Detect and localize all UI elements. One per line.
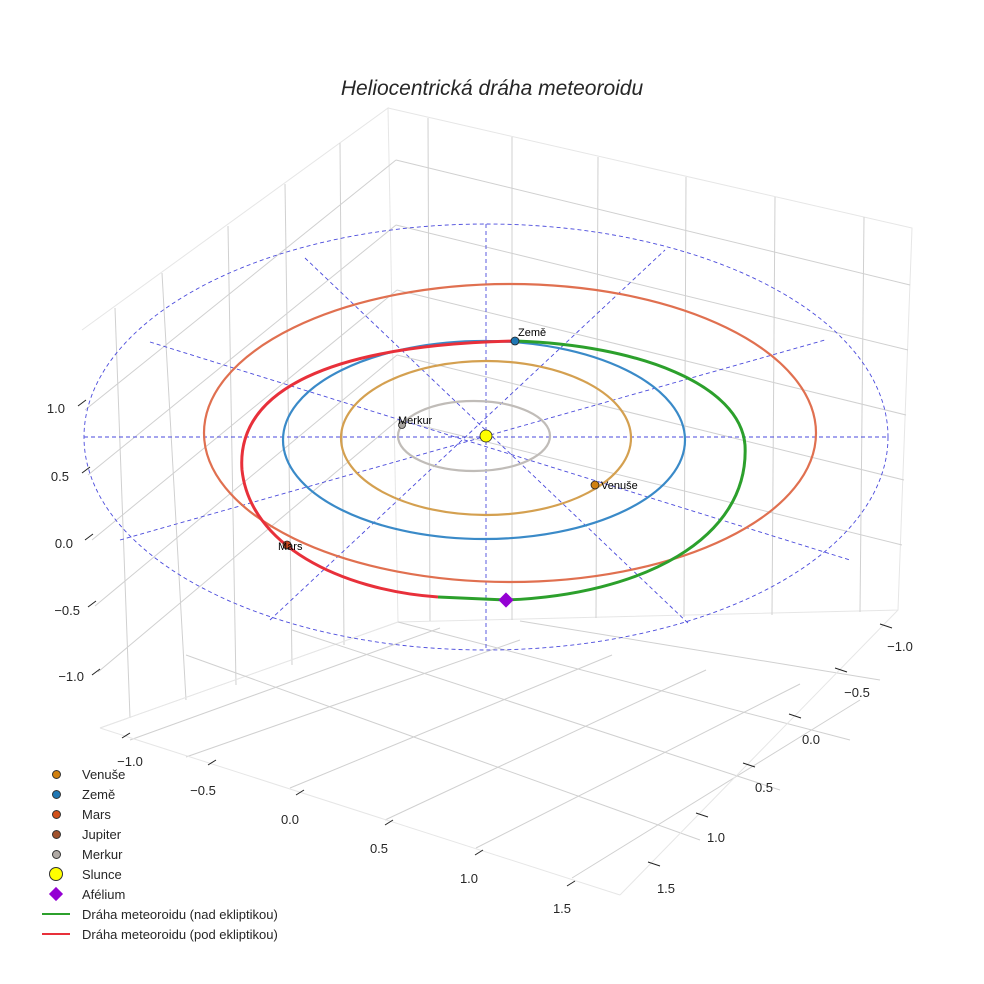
label-merkur: Merkur: [398, 415, 433, 427]
z-tick: 0.5: [51, 469, 69, 484]
sun: [479, 429, 493, 443]
zeme-marker-icon: [51, 789, 61, 799]
x-tick: 0.5: [370, 841, 388, 856]
legend-item-zeme: Země: [38, 784, 278, 804]
planet-zeme: [510, 336, 520, 346]
y-tick: 1.5: [657, 881, 675, 896]
orbit-mars: [202, 282, 818, 584]
meteoroid-orbit: [240, 339, 747, 602]
legend-item-venuse: Venuše: [38, 764, 278, 784]
x-axis: [121, 732, 576, 887]
legend-item-afelium: Afélium: [38, 884, 278, 904]
x-tick: 1.0: [460, 871, 478, 886]
z-tick: 0.0: [55, 536, 73, 551]
trajectory-below-ecliptic: [240, 339, 516, 599]
red-line-icon: [42, 933, 70, 935]
legend-item-trajectory-above: Dráha meteoroidu (nad ekliptikou): [38, 904, 278, 924]
legend-item-merkur: Merkur: [38, 844, 278, 864]
y-tick: 0.0: [802, 732, 820, 747]
x-tick: 1.5: [553, 901, 571, 916]
venuse-marker-icon: [51, 769, 61, 779]
y-tick: −0.5: [844, 685, 870, 700]
x-tick: −0.5: [190, 783, 216, 798]
x-tick: −1.0: [117, 754, 143, 769]
mars-marker-icon: [51, 809, 61, 819]
z-tick: −0.5: [54, 603, 80, 618]
legend-item-trajectory-below: Dráha meteoroidu (pod ekliptikou): [38, 924, 278, 944]
label-venuse: Venuše: [601, 480, 638, 492]
legend-item-slunce: Slunce: [38, 864, 278, 884]
orbit-merkur: [396, 399, 552, 473]
aphelion-diamond-icon: [48, 886, 64, 902]
sun-marker-icon: [49, 867, 63, 881]
planet-venuse: [590, 480, 600, 490]
x-tick: 0.0: [281, 812, 299, 827]
orbit-venuse: [339, 359, 633, 517]
z-tick: 1.0: [47, 401, 65, 416]
z-axis: [77, 399, 101, 676]
y-tick: 0.5: [755, 780, 773, 795]
y-axis: [647, 623, 893, 867]
orbits: [202, 282, 818, 584]
aphelion-marker: [498, 592, 514, 608]
planets: [282, 336, 600, 608]
label-mars: Mars: [278, 541, 303, 553]
trajectory-above-ecliptic: [437, 339, 747, 602]
label-zeme: Země: [518, 327, 546, 339]
y-tick: 1.0: [707, 830, 725, 845]
legend: Venuše Země Mars Jupiter Merkur Slunce A…: [38, 764, 278, 944]
z-tick: −1.0: [58, 669, 84, 684]
merkur-marker-icon: [51, 849, 61, 859]
chart-title: Heliocentrická dráha meteoroidu: [341, 77, 644, 100]
y-tick: −1.0: [887, 639, 913, 654]
legend-item-jupiter: Jupiter: [38, 824, 278, 844]
green-line-icon: [42, 913, 70, 915]
jupiter-marker-icon: [51, 829, 61, 839]
planet-mars: [282, 540, 292, 550]
legend-item-mars: Mars: [38, 804, 278, 824]
planet-merkur: [398, 421, 406, 429]
